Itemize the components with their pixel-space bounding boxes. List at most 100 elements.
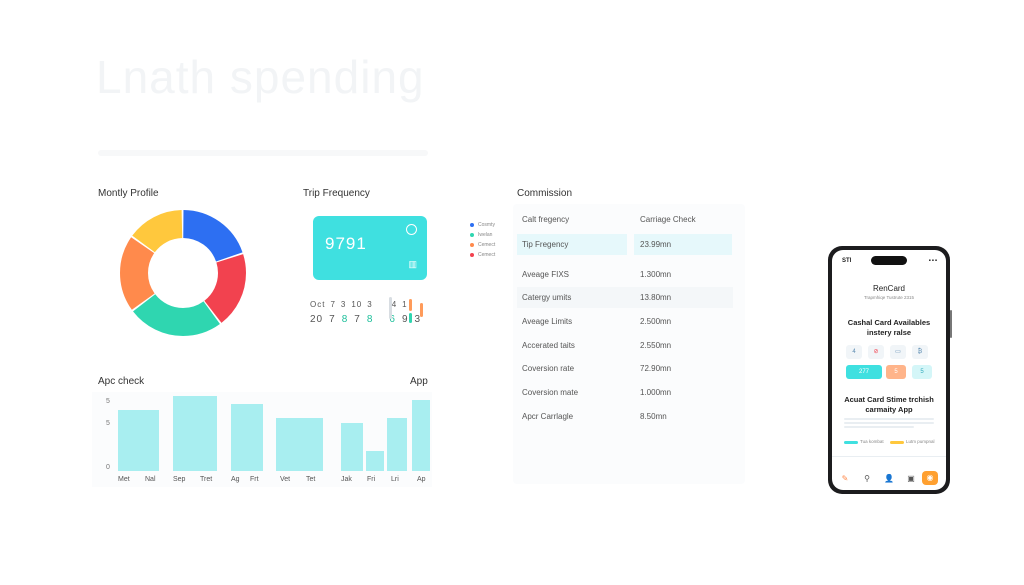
bar xyxy=(387,417,407,471)
trip-big-value: 8 xyxy=(366,314,374,325)
trip-card[interactable]: 9791 ▥ xyxy=(313,216,427,280)
phone-legend-1: Tua kombat xyxy=(860,439,884,444)
phone-tile-3[interactable]: ▭ xyxy=(890,345,906,359)
pen-icon[interactable]: ✎ xyxy=(841,474,849,483)
phone-screen: STI ▪▪▪ RenCard Trapmhiqe Tustrute 2315 … xyxy=(832,250,946,490)
legend-item: Cemect xyxy=(470,240,495,250)
commission-label: Tip Fregency xyxy=(522,240,569,249)
x-tick: Nal xyxy=(145,476,156,483)
home-icon[interactable]: ◉ xyxy=(922,471,938,485)
page-subtitle-placeholder xyxy=(98,150,428,156)
trip-small-row: Oct 7 3 10 3 4 1 xyxy=(310,300,413,309)
donut-segment-2 xyxy=(120,210,246,336)
profile-title: Montly Profile xyxy=(98,188,159,199)
search-icon[interactable]: ⚲ xyxy=(864,474,870,483)
phone-tile-1[interactable]: 4 xyxy=(846,345,862,359)
dynamic-island xyxy=(871,256,907,265)
phone-headline-2: Acuat Card Stime trchish xyxy=(844,395,934,404)
legend-label: Cemect xyxy=(478,252,496,258)
commission-row[interactable]: Apcr Carrlagle 8.50mn xyxy=(517,406,733,427)
app-label: App xyxy=(410,376,428,387)
legend-item: Cosmty xyxy=(470,220,495,230)
bar xyxy=(341,423,363,471)
bar xyxy=(276,417,323,471)
trip-big-value: 20 xyxy=(310,314,324,325)
phone-headline-2b: carmaity App xyxy=(865,405,913,414)
trip-big-value: 9 xyxy=(401,314,409,325)
legend-dot xyxy=(470,243,474,247)
commission-header-2: Carriage Check xyxy=(640,215,696,224)
commission-row[interactable]: Tip Fregency 23.99mn xyxy=(517,234,733,255)
phone-text-line xyxy=(844,426,914,428)
phone-subtitle: Trapmhiqe Tustrute 2315 xyxy=(863,295,915,300)
phone-primary-button[interactable]: 277 xyxy=(846,365,882,379)
bar xyxy=(366,451,384,471)
commission-value: 1.000mn xyxy=(640,388,672,397)
commission-row[interactable]: Accerated taits 2.550mn xyxy=(517,335,733,356)
trip-big-row: 20 7 8 7 8 6 9 3 xyxy=(310,314,427,325)
phone-legend-swatch-1 xyxy=(844,441,858,444)
trip-big-value: 6 xyxy=(389,314,396,325)
phone-legend-swatch-2 xyxy=(890,441,904,444)
commission-value: 8.50mn xyxy=(640,412,667,421)
wallet-icon[interactable]: ▣ xyxy=(907,474,915,483)
phone-headline-1b: instery ralse xyxy=(866,328,912,337)
commission-label: Aveage Limits xyxy=(522,317,573,326)
commission-title: Commission xyxy=(517,188,573,199)
row-highlight xyxy=(517,234,627,255)
commission-label: Coversion rate xyxy=(522,364,575,373)
phone-side-button xyxy=(950,310,952,338)
legend-label: Iwelan xyxy=(478,232,493,238)
commission-value: 72.90mn xyxy=(640,364,672,373)
trip-small-value: 4 xyxy=(391,300,398,309)
x-tick: Fri xyxy=(367,476,376,483)
profile-icon[interactable]: 👤 xyxy=(884,474,894,483)
x-tick: Tret xyxy=(200,476,213,483)
phone-teal-button[interactable]: 5 xyxy=(912,365,932,379)
row-highlight xyxy=(634,234,732,255)
legend-label: Cosmty xyxy=(478,222,495,228)
x-tick: Met xyxy=(118,476,130,483)
commission-header-1: Calt fregency xyxy=(522,215,570,224)
phone-tile-2[interactable]: ⊘ xyxy=(868,345,884,359)
phone-nav-divider xyxy=(832,456,946,457)
phone-tile-4[interactable]: ₿ xyxy=(912,345,928,359)
trip-title: Trip Frequency xyxy=(303,188,370,199)
commission-row[interactable]: Aveage FIXS 1.300mn xyxy=(517,264,733,285)
bar xyxy=(173,396,217,471)
phone-time: STI xyxy=(842,258,852,264)
commission-value: 2.550mn xyxy=(640,341,672,350)
x-tick: Ap xyxy=(417,476,426,483)
apc-title: Apc check xyxy=(98,376,145,387)
bar xyxy=(118,409,159,471)
commission-header-row: Calt fregency Carriage Check xyxy=(517,209,733,230)
x-tick: Jak xyxy=(341,476,352,483)
commission-label: Aveage FIXS xyxy=(522,270,569,279)
phone-legend-2: Lutm pumpnal xyxy=(906,439,935,444)
commission-row[interactable]: Coversion mate 1.000mn xyxy=(517,382,733,403)
bar xyxy=(231,404,263,471)
commission-label: Apcr Carrlagle xyxy=(522,412,574,421)
commission-row[interactable]: Aveage Limits 2.500mn xyxy=(517,311,733,332)
y-tick: 5 xyxy=(106,420,110,427)
timer-icon xyxy=(406,224,417,235)
commission-row[interactable]: Coversion rate 72.90mn xyxy=(517,358,733,379)
donut-segment-3 xyxy=(120,210,246,336)
phone-orange-button[interactable]: 5 xyxy=(886,365,906,379)
commission-label: Accerated taits xyxy=(522,341,575,350)
commission-label: Catergy umits xyxy=(522,293,572,302)
commission-value: 13.80mn xyxy=(640,293,672,302)
phone-app-name: RenCard xyxy=(872,284,905,293)
x-tick: Ag xyxy=(231,476,240,483)
trip-big-value: 8 xyxy=(341,314,349,325)
commission-row[interactable]: Catergy umits 13.80mn xyxy=(517,287,733,308)
page-title: Lnath spending xyxy=(96,51,425,103)
legend-label: Cemect xyxy=(478,242,496,248)
trip-small-value: Oct xyxy=(310,300,326,309)
legend-dot xyxy=(470,223,474,227)
y-tick: 0 xyxy=(106,464,110,471)
x-tick: Vet xyxy=(280,476,291,483)
x-tick: Lri xyxy=(391,476,399,483)
x-tick: Sep xyxy=(173,476,186,483)
trip-small-value: 7 xyxy=(330,300,336,309)
